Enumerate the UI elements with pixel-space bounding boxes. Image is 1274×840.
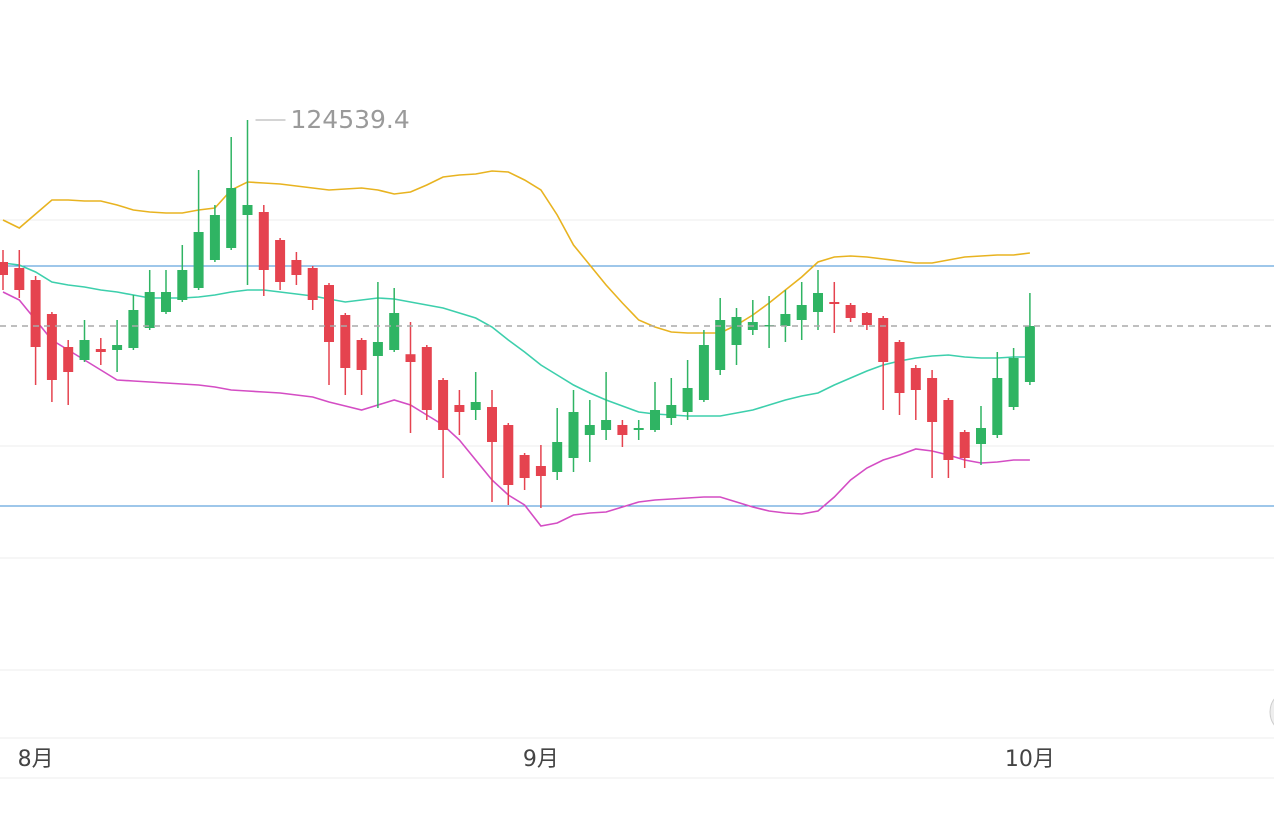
band-line: [2, 291, 1030, 527]
candle-body: [601, 420, 612, 430]
candle-body: [584, 425, 595, 435]
band-line: [2, 262, 1030, 417]
candle-body: [340, 315, 351, 368]
candle-body: [698, 345, 709, 400]
candle-body: [910, 368, 921, 390]
candle-body: [845, 305, 856, 318]
candle-body: [421, 347, 432, 410]
candle-body: [389, 313, 400, 350]
candle-body: [861, 313, 872, 325]
band-line: [2, 170, 1030, 334]
x-tick-label: 9月: [523, 747, 559, 772]
candle-body: [829, 302, 840, 304]
candle-body: [503, 425, 514, 485]
candle-body: [617, 425, 628, 435]
candle-body: [193, 232, 204, 288]
candle-body: [959, 432, 970, 458]
x-tick-label: 10月: [1005, 747, 1055, 772]
candle-body: [63, 347, 74, 372]
candle-body: [487, 407, 497, 442]
candle-body: [438, 380, 449, 430]
candle-body: [666, 405, 677, 418]
candle-body: [0, 262, 8, 275]
candle-body: [79, 340, 90, 360]
candle-body: [927, 378, 938, 422]
candle-body: [552, 442, 563, 472]
candle-body: [14, 268, 25, 290]
candle-body: [177, 270, 188, 300]
candle-body: [878, 318, 889, 362]
x-tick-label: 8月: [18, 747, 54, 772]
candle-body: [356, 340, 367, 370]
candle-body: [95, 349, 106, 352]
candle-body: [976, 428, 986, 444]
plot: 124539.4 8月 9月 10月: [0, 105, 1274, 772]
candle-body: [715, 320, 726, 370]
candle-body: [30, 280, 41, 347]
candle-body: [650, 410, 660, 430]
candle-body: [894, 342, 905, 393]
candle-body: [144, 292, 155, 328]
candle-body: [405, 354, 416, 362]
candle-body: [568, 412, 579, 458]
candle-body: [992, 378, 1003, 435]
candle-body: [275, 240, 286, 282]
candle-body: [46, 314, 57, 380]
candle-body: [519, 455, 530, 478]
candle-body: [731, 317, 742, 345]
candle-body: [161, 292, 171, 312]
candle-body: [633, 428, 644, 430]
candle-body: [242, 205, 253, 215]
candle-body: [454, 405, 465, 412]
candle-body: [291, 260, 302, 275]
candle-body: [226, 188, 237, 248]
candle-body: [764, 325, 775, 327]
candle-body: [112, 345, 123, 350]
candle-body: [943, 400, 954, 460]
candle-body: [796, 305, 807, 320]
candle-body: [682, 388, 693, 412]
candle-body: [324, 285, 334, 342]
candle-body: [813, 293, 823, 312]
candle-body: [372, 342, 383, 356]
candle-body: [307, 268, 318, 300]
candle-body: [258, 212, 269, 270]
scroll-button[interactable]: [1269, 690, 1274, 734]
candle-body: [209, 215, 220, 260]
candle-body: [128, 310, 139, 348]
candle-body: [470, 402, 481, 410]
candle-body: [1024, 326, 1035, 382]
candle-body: [780, 314, 791, 326]
candle-body: [535, 466, 546, 476]
max-annotation: 124539.4: [291, 105, 410, 134]
candle-body: [1008, 358, 1019, 407]
